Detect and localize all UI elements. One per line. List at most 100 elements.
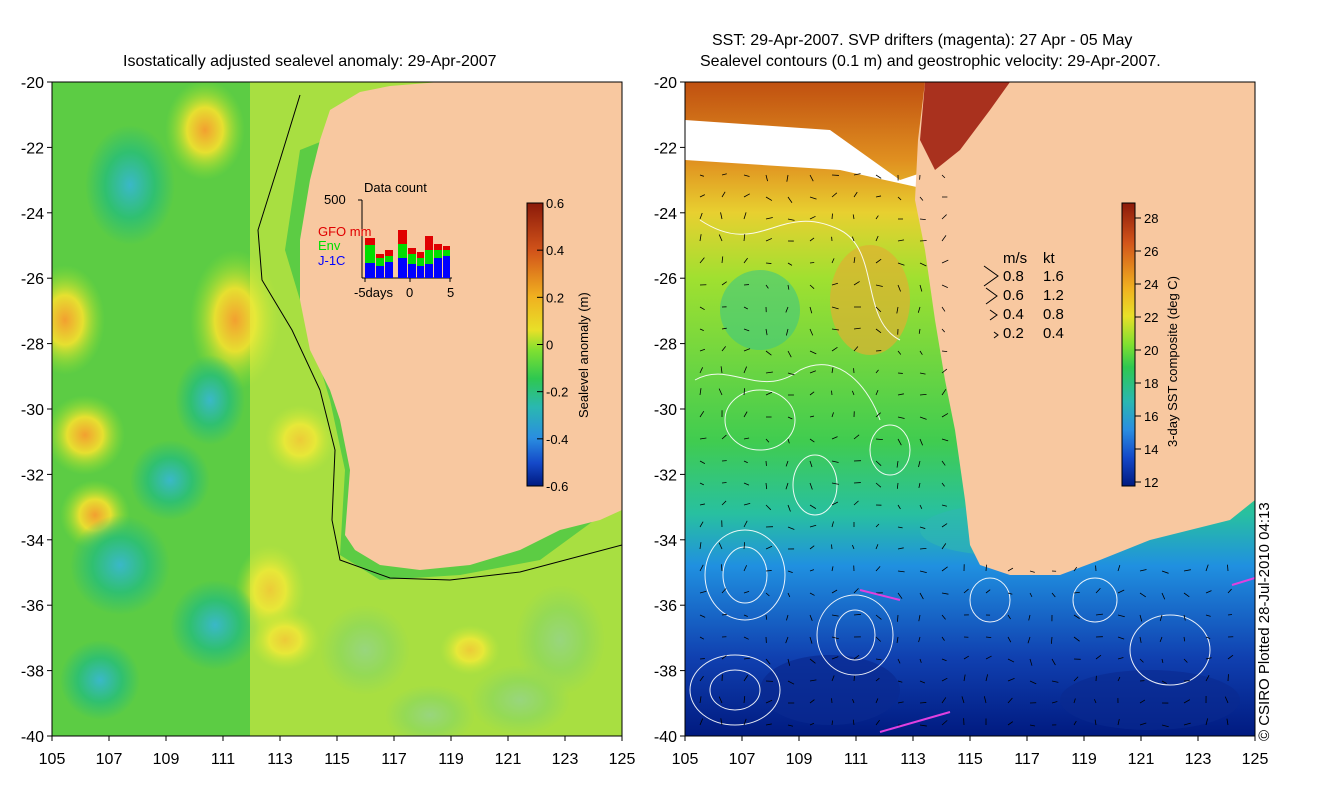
velocity-vector <box>765 570 772 572</box>
velocity-vector <box>919 570 927 574</box>
right-colorbar-tick-label: 12 <box>1144 475 1158 490</box>
velocity-vector <box>941 523 948 528</box>
velocity-vector <box>919 350 923 355</box>
velocity-vector <box>1183 658 1188 663</box>
inset-bars <box>365 230 450 278</box>
velocity-vector <box>720 718 723 726</box>
velocity-vector <box>809 699 815 704</box>
velocity-vector <box>765 174 768 182</box>
velocity-vector <box>941 259 949 264</box>
velocity-vector <box>851 236 855 242</box>
velocity-vector <box>1117 718 1120 726</box>
velocity-vector <box>787 724 794 727</box>
velocity-vector <box>718 542 723 550</box>
velocity-vector <box>1007 658 1015 663</box>
velocity-vector <box>720 212 723 220</box>
velocity-vector <box>919 592 924 600</box>
velocity-arrow-0-2 <box>993 331 999 339</box>
velocity-vector <box>1161 680 1167 684</box>
right-lat-tick-label: -34 <box>654 533 677 550</box>
velocity-vector <box>743 675 749 682</box>
velocity-legend-kt-3: 0.8 <box>1043 306 1064 323</box>
left-lon-tick-label: 111 <box>211 751 235 768</box>
inset-ymax-label: 500 <box>324 192 346 207</box>
velocity-vector <box>721 327 727 330</box>
velocity-legend-kt-4: 0.4 <box>1043 325 1064 342</box>
velocity-vector <box>1051 680 1059 683</box>
velocity-vector <box>1117 636 1125 640</box>
left-lat-tick-label: -20 <box>21 75 44 92</box>
right-lat-tick-label: -22 <box>654 140 677 157</box>
velocity-vector <box>699 636 705 640</box>
velocity-vector <box>743 348 751 352</box>
velocity-vector <box>1007 567 1014 572</box>
velocity-vector <box>765 328 768 336</box>
velocity-vector <box>1139 722 1147 726</box>
velocity-vector <box>699 521 704 528</box>
velocity-vector <box>919 416 927 420</box>
velocity-vector <box>897 504 901 510</box>
velocity-vector <box>896 636 899 643</box>
right-lon-tick-label: 109 <box>786 751 813 768</box>
inset-xtick-zero: 0 <box>406 285 413 300</box>
velocity-vector <box>809 614 813 621</box>
velocity-vector <box>918 636 921 643</box>
velocity-vector <box>787 372 795 376</box>
velocity-vector <box>699 614 706 618</box>
right-colorbar-tick-label: 14 <box>1144 442 1158 457</box>
velocity-vector <box>765 196 773 201</box>
velocity-vector <box>699 388 702 396</box>
velocity-vector <box>897 614 899 622</box>
velocity-vector <box>831 544 833 550</box>
velocity-vector <box>787 284 790 290</box>
velocity-vector <box>875 235 879 242</box>
velocity-vector <box>1095 613 1103 616</box>
velocity-vector <box>831 436 838 440</box>
right-lat-tick-label: -28 <box>654 337 677 354</box>
velocity-vector <box>919 504 923 509</box>
right-map-panel <box>685 82 1255 736</box>
velocity-vector <box>919 393 927 396</box>
velocity-vector <box>785 482 789 490</box>
velocity-vector <box>721 655 727 660</box>
right-lat-tick-label: -24 <box>654 206 677 223</box>
velocity-vector <box>941 438 949 442</box>
velocity-vector <box>852 544 855 550</box>
velocity-vector <box>787 680 795 685</box>
right-colorbar-tick-label: 16 <box>1144 409 1158 424</box>
velocity-vector <box>1007 678 1015 682</box>
velocity-vector <box>875 369 879 374</box>
velocity-vector <box>897 701 904 704</box>
velocity-vector <box>1227 614 1233 616</box>
velocity-vector <box>897 393 904 396</box>
velocity-vector <box>919 218 926 221</box>
velocity-vector <box>853 281 860 286</box>
right-lon-tick-label: 123 <box>1185 751 1212 768</box>
velocity-vector <box>1051 701 1058 704</box>
velocity-vector <box>941 566 948 572</box>
velocity-vector <box>718 696 723 704</box>
velocity-vector <box>897 658 901 664</box>
velocity-vector <box>1159 614 1163 622</box>
velocity-vector <box>765 504 772 511</box>
velocity-vector <box>831 614 839 617</box>
velocity-vector <box>721 173 727 176</box>
velocity-vector <box>699 194 705 198</box>
velocity-vector <box>897 680 903 683</box>
velocity-vector <box>809 306 813 314</box>
velocity-vector <box>787 570 793 573</box>
velocity-vector <box>1183 722 1191 726</box>
left-lon-tick-label: 121 <box>495 751 522 768</box>
velocity-vector <box>875 174 882 179</box>
velocity-vector <box>919 547 927 550</box>
inset-legend-j1c: J-1C <box>318 253 345 268</box>
right-map-title-line1: SST: 29-Apr-2007. SVP drifters (magenta)… <box>712 32 1133 49</box>
velocity-vector <box>941 504 947 507</box>
velocity-arrow-0-6 <box>985 287 998 305</box>
velocity-vector <box>1161 724 1169 728</box>
velocity-vector <box>919 438 923 446</box>
velocity-vector <box>853 613 861 616</box>
velocity-vector <box>1117 657 1124 660</box>
left-lon-tick-label: 115 <box>324 751 350 768</box>
velocity-vector <box>1161 592 1166 600</box>
